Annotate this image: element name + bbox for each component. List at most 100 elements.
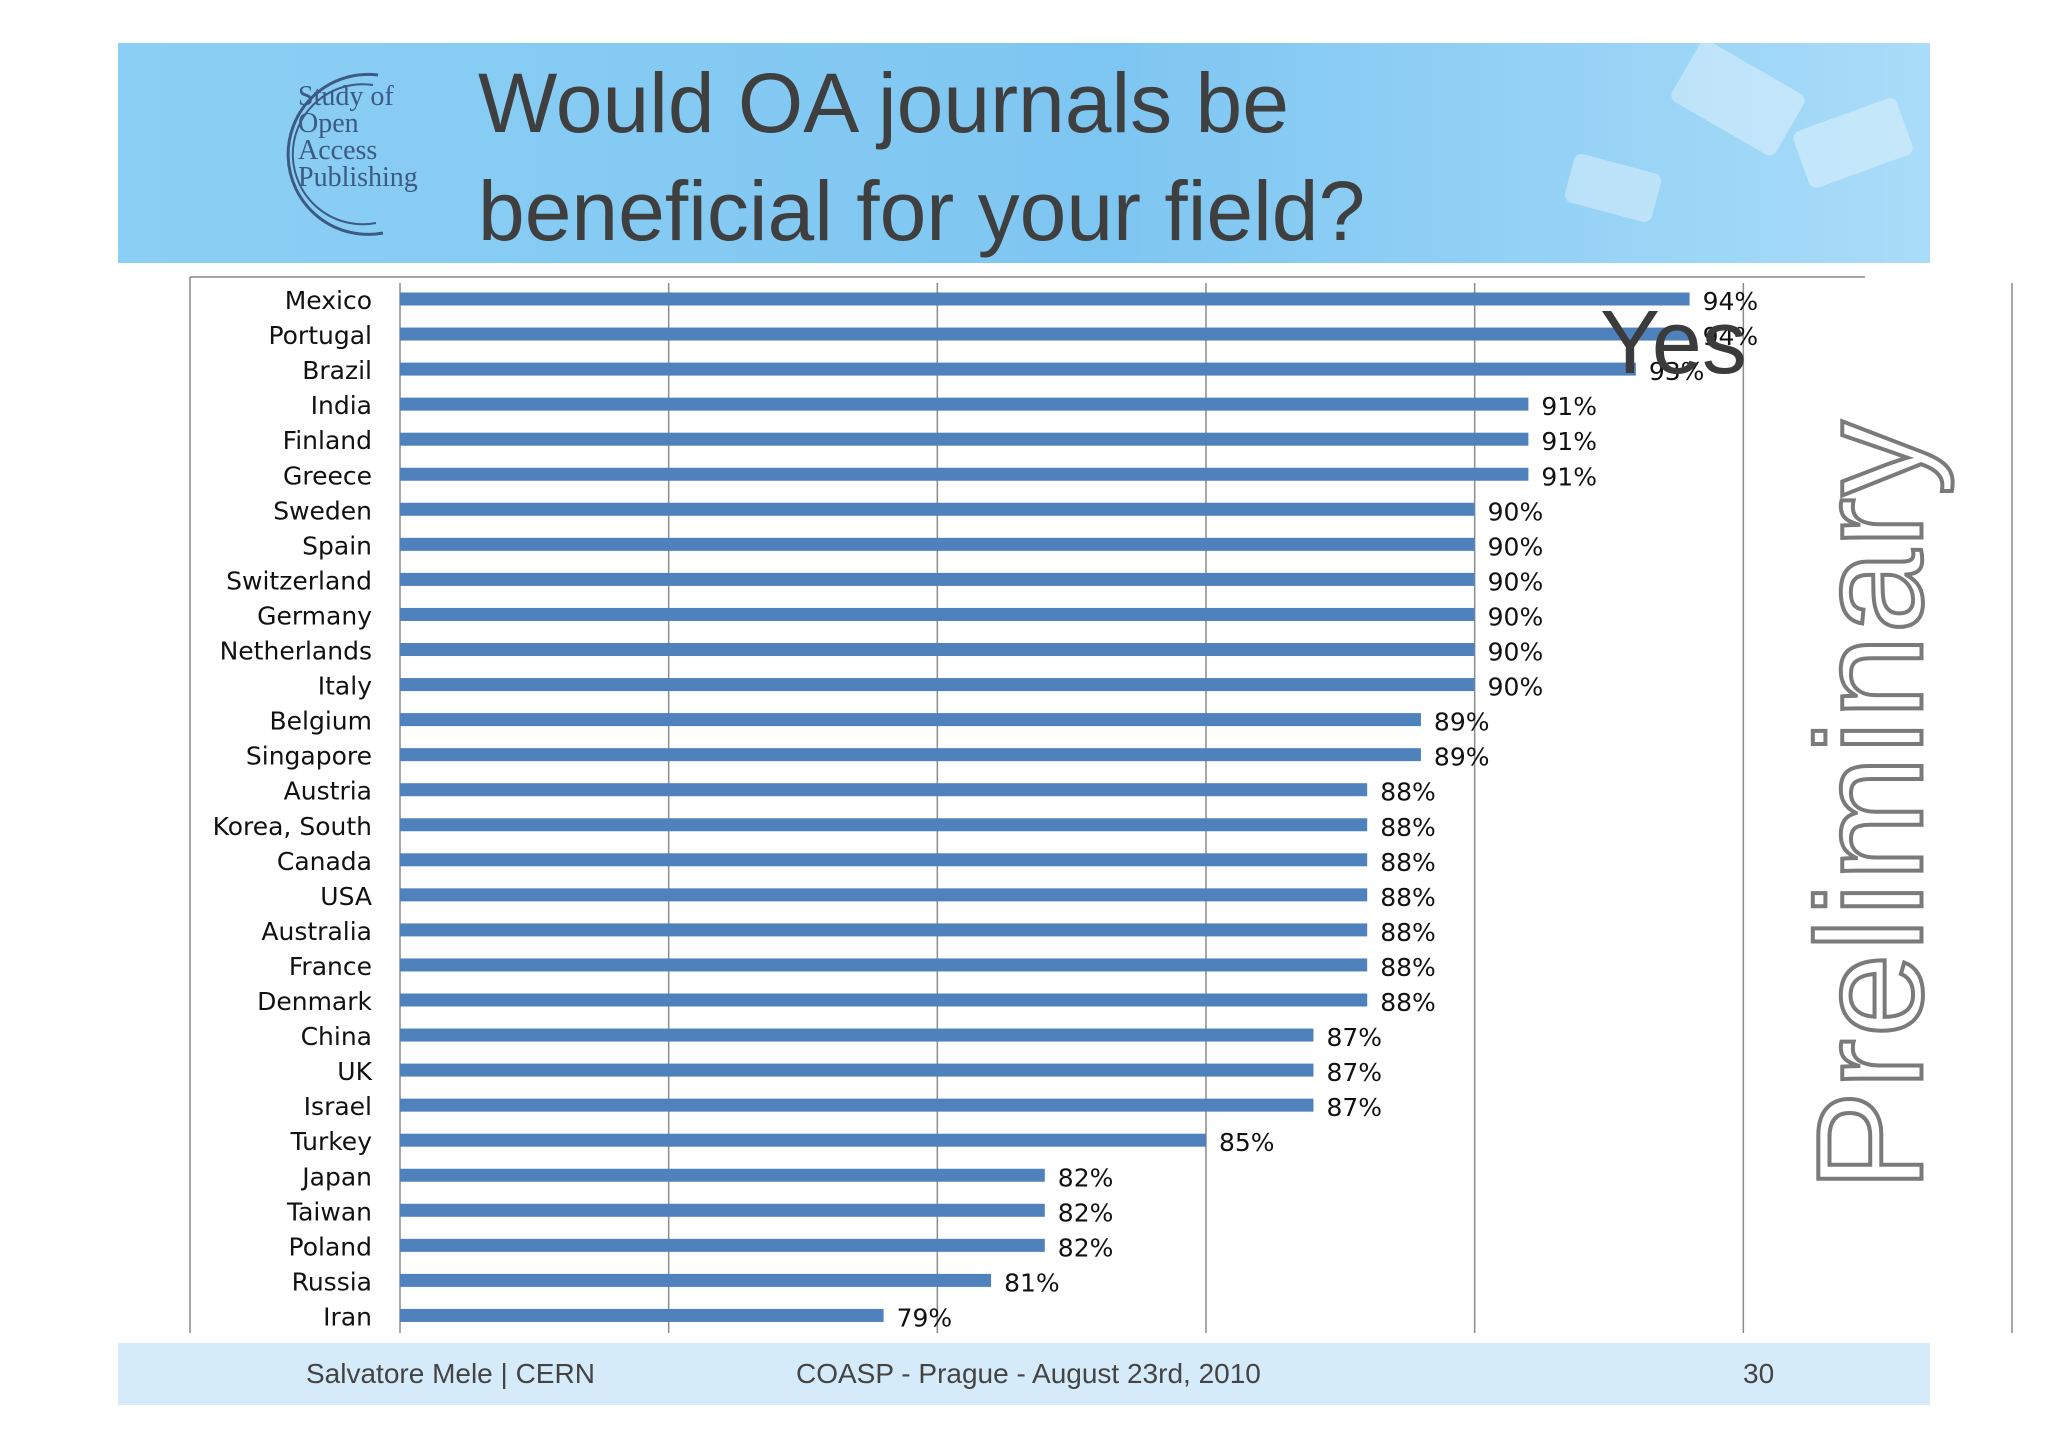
category-label: Austria: [284, 777, 372, 806]
bar: [400, 678, 1475, 692]
category-label: Israel: [304, 1092, 372, 1121]
data-label: 94%: [1703, 287, 1759, 316]
data-label: 88%: [1380, 918, 1436, 947]
data-label: 91%: [1541, 427, 1597, 456]
category-label: Canada: [277, 847, 372, 876]
category-label: UK: [337, 1057, 372, 1086]
data-label: 88%: [1380, 813, 1436, 842]
bar: [400, 467, 1529, 481]
category-label: France: [289, 952, 372, 981]
category-label: Mexico: [285, 286, 372, 315]
bar: [400, 1203, 1045, 1217]
data-label: 90%: [1488, 497, 1544, 526]
bar: [400, 1273, 992, 1287]
category-label: Switzerland: [226, 566, 372, 595]
bar: [400, 643, 1475, 656]
bar: [400, 292, 1690, 306]
bar: [400, 748, 1421, 762]
bar: [400, 888, 1368, 902]
bar: [400, 1098, 1314, 1112]
page-number: 30: [1743, 1358, 1775, 1389]
bar: [400, 572, 1475, 586]
bar: [400, 993, 1368, 1007]
bar: [400, 958, 1368, 972]
category-label: Turkey: [290, 1127, 373, 1156]
logo-line: Open: [298, 108, 359, 139]
category-label: India: [311, 391, 372, 420]
data-label: 87%: [1326, 1093, 1382, 1122]
category-label: Iran: [323, 1302, 372, 1331]
category-label: Spain: [302, 531, 372, 560]
logo-line: Study of: [298, 81, 394, 112]
category-label: Netherlands: [220, 637, 372, 666]
slide-title: Would OA journals be beneficial for your…: [478, 49, 1478, 263]
bar: [400, 1308, 884, 1322]
category-label: Taiwan: [286, 1197, 372, 1226]
category-label: Italy: [318, 672, 372, 701]
data-label: 82%: [1058, 1198, 1114, 1227]
category-label: Korea, South: [213, 812, 372, 841]
data-label: 87%: [1326, 1023, 1382, 1052]
category-label: Sweden: [273, 496, 372, 525]
bar: [400, 607, 1475, 621]
data-label: 91%: [1541, 392, 1597, 421]
category-label: Brazil: [302, 356, 372, 385]
data-label: 90%: [1488, 638, 1544, 667]
bar: [400, 713, 1421, 727]
category-label: Finland: [283, 426, 372, 455]
category-label: Russia: [292, 1267, 372, 1296]
data-label: 88%: [1380, 848, 1436, 877]
category-label: Germany: [257, 601, 372, 630]
bar: [400, 537, 1475, 551]
bar: [400, 783, 1368, 797]
data-label: 94%: [1703, 322, 1759, 351]
slide-footer: Salvatore Mele | CERN COASP - Prague - A…: [118, 1343, 1930, 1405]
category-label: Portugal: [268, 321, 372, 350]
logo-ring-icon: [286, 72, 384, 236]
data-label: 88%: [1380, 953, 1436, 982]
data-label: 79%: [897, 1303, 953, 1332]
answer-label: Yes: [1600, 293, 1747, 393]
category-label: Poland: [289, 1232, 372, 1261]
data-label: 88%: [1380, 883, 1436, 912]
bar: [400, 1063, 1314, 1077]
footer-event: COASP - Prague - August 23rd, 2010: [796, 1358, 1261, 1389]
bar: [400, 432, 1529, 446]
bar: [400, 502, 1475, 516]
bar: [400, 853, 1368, 867]
logo-line: Access: [298, 135, 378, 166]
soap-logo: Study of Open Access Publishing: [258, 63, 448, 243]
data-label: 89%: [1434, 743, 1490, 772]
data-label: 81%: [1004, 1268, 1060, 1297]
bar: [400, 327, 1690, 341]
slide-header: Study of Open Access Publishing Would OA…: [118, 43, 1930, 263]
bar: [400, 923, 1368, 937]
category-label: Greece: [283, 461, 372, 490]
data-label: 93%: [1649, 357, 1705, 386]
bar: [400, 362, 1636, 376]
category-label: Singapore: [246, 742, 372, 771]
bar: [400, 818, 1368, 832]
footer-author: Salvatore Mele | CERN: [306, 1358, 595, 1389]
logo-line: Publishing: [298, 162, 418, 193]
category-label: USA: [320, 882, 372, 911]
category-label: Denmark: [257, 987, 372, 1016]
data-label: 85%: [1219, 1128, 1275, 1157]
slide-title-line2: beneficial for your field?: [478, 164, 1366, 258]
data-label: 91%: [1541, 462, 1597, 491]
data-label: 90%: [1488, 602, 1544, 631]
data-label: 87%: [1326, 1058, 1382, 1087]
category-label: Japan: [300, 1162, 372, 1191]
bar: [400, 1168, 1045, 1182]
data-label: 88%: [1380, 988, 1436, 1017]
preliminary-watermark: Preliminary: [1784, 417, 1956, 1193]
data-label: 90%: [1488, 532, 1544, 561]
bar: [400, 1133, 1206, 1147]
data-label: 90%: [1488, 567, 1544, 596]
data-label: 89%: [1434, 708, 1490, 737]
bar: [400, 1238, 1045, 1252]
category-label: Australia: [261, 917, 372, 946]
category-label: China: [301, 1022, 372, 1051]
bar: [400, 397, 1529, 411]
